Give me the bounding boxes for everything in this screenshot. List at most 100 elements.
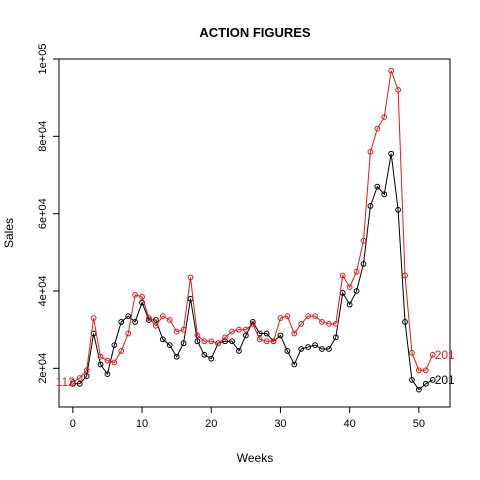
x-axis-label: Weeks (237, 451, 273, 465)
data-point (298, 346, 305, 352)
data-point (381, 191, 388, 198)
data-point (319, 346, 325, 352)
data-point (201, 351, 208, 358)
data-point (402, 319, 408, 325)
y-axis-label: Sales (2, 218, 16, 248)
data-point (104, 371, 111, 378)
data-point (152, 317, 159, 323)
data-point (173, 353, 180, 360)
data-point (263, 338, 270, 345)
data-point (291, 330, 298, 337)
data-point (395, 87, 401, 93)
data-point (429, 377, 436, 383)
series-0 (69, 150, 436, 393)
data-point (242, 326, 249, 333)
series-1 (69, 67, 436, 385)
data-point (118, 319, 125, 325)
data-point (180, 326, 187, 333)
data-point (83, 373, 90, 379)
series-end-labels: 201 201 112 (56, 348, 455, 389)
data-point (111, 342, 118, 349)
data-point (201, 338, 208, 345)
data-point (263, 330, 270, 337)
data-point (402, 272, 408, 279)
data-point (132, 319, 139, 325)
data-point (415, 367, 422, 374)
data-point (277, 332, 284, 339)
data-point (173, 328, 180, 335)
data-point (360, 261, 367, 267)
series-end-label: 201 (435, 348, 455, 362)
data-point (146, 315, 152, 321)
series-end-label: 201 (435, 373, 455, 387)
data-point (132, 291, 139, 298)
data-point (374, 183, 381, 190)
data-point (236, 348, 242, 354)
data-point (69, 378, 76, 385)
data-point (305, 344, 312, 350)
data-point (284, 348, 291, 354)
y-tick-label: 6e+04 (37, 198, 49, 229)
data-point (104, 357, 111, 364)
data-point (270, 338, 277, 345)
data-point (388, 150, 395, 157)
data-point (409, 349, 415, 356)
data-point (90, 315, 97, 321)
data-point (229, 338, 235, 345)
data-point (429, 351, 436, 358)
x-tick-label: 30 (274, 418, 286, 430)
x-tick-label: 0 (70, 418, 76, 430)
data-point (180, 340, 187, 347)
data-point (215, 340, 222, 347)
x-tick-label: 20 (205, 418, 217, 430)
data-point (249, 320, 256, 327)
data-point (242, 332, 249, 339)
data-point (194, 338, 201, 345)
data-point (277, 315, 284, 321)
data-point (118, 348, 125, 354)
data-point (305, 313, 312, 320)
data-point (291, 361, 298, 368)
series-line (72, 70, 434, 383)
data-point (152, 322, 159, 329)
data-point (298, 320, 305, 327)
data-point (159, 336, 166, 343)
data-point (222, 334, 228, 341)
data-point (139, 293, 145, 300)
x-tick-label: 40 (344, 418, 356, 430)
data-point (353, 288, 360, 294)
x-tick-label: 10 (136, 418, 148, 430)
data-point (125, 330, 132, 337)
data-point (332, 320, 339, 327)
data-point (97, 361, 104, 368)
data-point (339, 272, 346, 279)
data-point (97, 353, 104, 360)
data-point (166, 342, 173, 349)
y-tick-label: 8e+04 (37, 121, 49, 152)
data-point (166, 317, 173, 323)
data-point (159, 313, 166, 320)
data-point (325, 320, 332, 327)
data-point (187, 274, 194, 281)
y-axis: 2e+04 4e+04 6e+04 8e+04 1e+05 (37, 44, 59, 384)
x-tick-label: 50 (413, 418, 425, 430)
data-point (312, 342, 318, 349)
data-point (284, 313, 291, 320)
data-point (353, 268, 360, 275)
data-point (374, 125, 381, 132)
data-point (125, 313, 132, 320)
data-point (415, 386, 422, 393)
x-axis: 0 10 20 30 40 50 (70, 407, 425, 430)
series-layer (69, 67, 436, 393)
data-point (194, 332, 201, 339)
data-point (346, 284, 353, 291)
data-point (332, 334, 339, 341)
data-point (395, 206, 401, 213)
chart-title: ACTION FIGURES (199, 25, 311, 40)
data-point (83, 367, 90, 374)
data-point (208, 338, 215, 345)
data-point (388, 67, 395, 74)
data-point (381, 114, 388, 120)
data-point (325, 346, 332, 352)
